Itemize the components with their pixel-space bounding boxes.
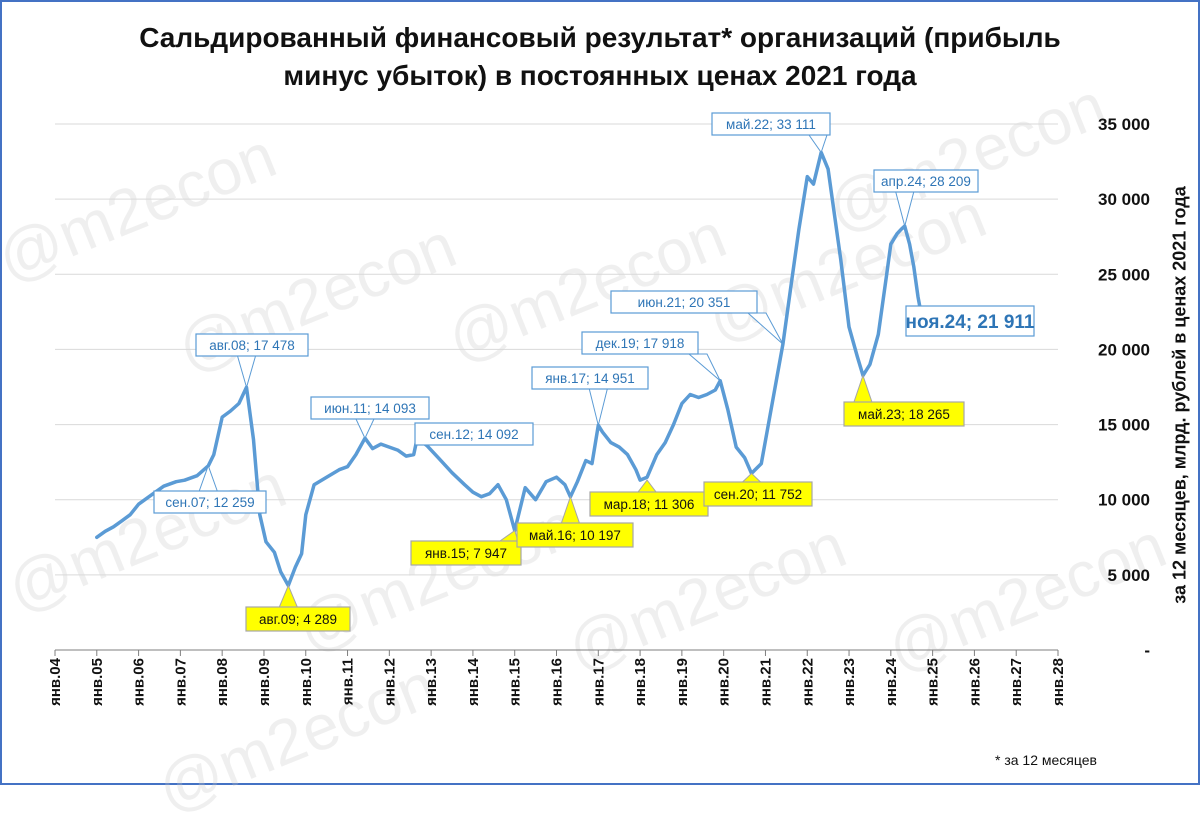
x-tick-label: янв.10 bbox=[298, 658, 315, 706]
data-label: июн.11; 14 093 bbox=[324, 401, 416, 416]
callout-pointer bbox=[637, 479, 658, 493]
callout-box bbox=[703, 481, 813, 507]
x-tick-label: янв.15 bbox=[507, 658, 524, 706]
y-tick-label: 5 000 bbox=[1107, 566, 1150, 585]
x-tick-label: янв.17 bbox=[590, 658, 607, 706]
callout-box bbox=[310, 396, 430, 420]
callout-pointer bbox=[895, 191, 915, 229]
x-tick-label: янв.24 bbox=[883, 657, 900, 706]
callout-box bbox=[905, 305, 1035, 337]
x-tick-label: янв.12 bbox=[381, 658, 398, 706]
callout-box bbox=[581, 331, 699, 355]
callout-box bbox=[245, 606, 351, 632]
x-tick-label: янв.20 bbox=[716, 658, 733, 706]
data-label: дек.19; 17 918 bbox=[596, 336, 685, 351]
data-label: ноя.24; 21 911 bbox=[905, 312, 1034, 333]
callout-pointer bbox=[236, 355, 257, 390]
series-line bbox=[95, 150, 928, 588]
callout-box bbox=[410, 540, 522, 566]
x-tick-label: янв.28 bbox=[1050, 658, 1067, 706]
callout-box bbox=[414, 422, 534, 446]
x-tick-label: янв.26 bbox=[966, 658, 983, 706]
x-tick-label: янв.11 bbox=[340, 658, 357, 705]
x-tick-label: янв.06 bbox=[131, 658, 148, 706]
footnote: * за 12 месяцев bbox=[995, 752, 1097, 768]
y-tick-label: 35 000 bbox=[1098, 115, 1150, 134]
x-tick-label: янв.07 bbox=[172, 658, 189, 706]
data-label: апр.24; 28 209 bbox=[881, 174, 971, 189]
callout-box bbox=[195, 333, 309, 357]
callout-pointer bbox=[355, 418, 375, 440]
x-tick-label: янв.23 bbox=[841, 658, 858, 706]
data-label: мар.18; 11 306 bbox=[604, 497, 695, 512]
callout-pointer bbox=[853, 373, 873, 403]
callout-pointer bbox=[687, 353, 721, 382]
data-label: сен.12; 14 092 bbox=[429, 427, 518, 442]
callout-box bbox=[531, 366, 649, 390]
x-tick-label: янв.25 bbox=[925, 658, 942, 706]
data-label: сен.20; 11 752 bbox=[714, 487, 802, 502]
callout-pointer bbox=[560, 495, 581, 524]
y-tick-label: 25 000 bbox=[1098, 265, 1150, 284]
callout-pointer bbox=[278, 584, 299, 608]
chart-title-line-1: Сальдированный финансовый результат* орг… bbox=[139, 22, 1061, 53]
chart-frame bbox=[0, 0, 1200, 785]
data-label: май.16; 10 197 bbox=[529, 528, 621, 543]
data-label: янв.15; 7 947 bbox=[425, 546, 507, 561]
x-tick-label: янв.08 bbox=[214, 658, 231, 706]
x-tick-label: янв.22 bbox=[799, 658, 816, 706]
y-tick-label: 10 000 bbox=[1098, 491, 1150, 510]
line-chart: - 5 000 10 000 15 000 20 000 25 000 30 000 35 0… bbox=[47, 112, 1150, 706]
data-label: авг.08; 17 478 bbox=[209, 338, 295, 353]
data-label: июн.21; 20 351 bbox=[638, 295, 731, 310]
callout-box bbox=[153, 490, 267, 514]
x-tick-label: янв.04 bbox=[47, 657, 64, 706]
callout-pointer bbox=[808, 134, 828, 154]
data-label: сен.07; 12 259 bbox=[165, 495, 254, 510]
x-tick-label: янв.16 bbox=[549, 658, 566, 706]
callout-pointer bbox=[746, 312, 784, 345]
y-tick-label: 15 000 bbox=[1098, 416, 1150, 435]
data-label: май.22; 33 111 bbox=[726, 117, 816, 132]
x-tick-label: янв.13 bbox=[423, 658, 440, 706]
x-tick-label: янв.21 bbox=[757, 658, 774, 706]
callout-box bbox=[873, 169, 979, 193]
callout-pointer bbox=[741, 472, 762, 483]
x-tick-label: янв.09 bbox=[256, 658, 273, 706]
x-tick-label: янв.18 bbox=[632, 658, 649, 706]
data-label: май.23; 18 265 bbox=[858, 407, 950, 422]
data-label: авг.09; 4 289 bbox=[259, 612, 337, 627]
callout-pointer bbox=[498, 529, 519, 542]
y-tick-label: 20 000 bbox=[1098, 340, 1150, 359]
x-tick-label: янв.05 bbox=[89, 658, 106, 706]
x-tick-label: янв.14 bbox=[465, 657, 482, 706]
x-tick-label: янв.27 bbox=[1008, 658, 1025, 706]
y-axis-label: за 12 месяцев, млрд. рублей в ценах 2021… bbox=[1169, 186, 1190, 604]
callout-box bbox=[843, 401, 965, 427]
callout-box bbox=[610, 290, 758, 314]
callout-box bbox=[516, 522, 634, 548]
callout-pointer bbox=[588, 388, 608, 426]
y-tick-label: - bbox=[1144, 641, 1150, 660]
data-label: янв.17; 14 951 bbox=[545, 371, 635, 386]
callout-box bbox=[711, 112, 831, 136]
y-tick-label: 30 000 bbox=[1098, 190, 1150, 209]
chart-title-line-2: минус убыток) в постоянных ценах 2021 го… bbox=[283, 60, 917, 91]
x-tick-label: янв.19 bbox=[674, 658, 691, 706]
